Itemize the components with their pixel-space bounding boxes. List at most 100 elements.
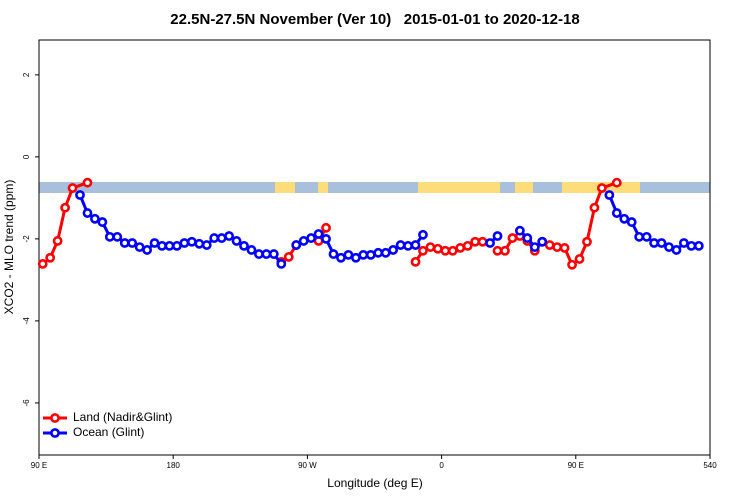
data-point — [410, 256, 421, 267]
data-point — [67, 183, 78, 193]
data-point — [611, 177, 622, 188]
data-point — [179, 238, 190, 248]
x-tick-label: 0 — [439, 461, 444, 470]
data-point — [403, 240, 413, 251]
data-point — [388, 245, 399, 255]
ocean-band — [39, 182, 710, 193]
legend-swatch-marker — [50, 413, 60, 423]
data-point — [418, 245, 428, 256]
data-point — [127, 238, 138, 248]
data-point — [112, 231, 123, 242]
data-point — [679, 238, 689, 248]
data-point — [582, 236, 592, 247]
y-tick-label: -4 — [22, 317, 31, 325]
legend-label: Ocean (Glint) — [73, 425, 144, 439]
plot-frame — [38, 39, 711, 456]
data-point — [164, 240, 175, 251]
legend: Land (Nadir&Glint)Ocean (Glint) — [43, 410, 172, 439]
data-point — [298, 236, 309, 246]
x-tick-label: 90 E — [568, 461, 584, 470]
data-point — [358, 249, 369, 260]
x-tick-label: 90 E — [31, 461, 47, 470]
x-tick-label: 180 — [167, 461, 181, 470]
data-point — [395, 240, 406, 250]
data-point — [60, 202, 70, 213]
data-point — [172, 240, 182, 251]
data-point — [261, 249, 272, 259]
data-point — [194, 238, 205, 249]
data-point — [365, 249, 376, 260]
x-tick-label: 90 W — [298, 461, 317, 470]
data-point — [186, 236, 197, 247]
data-point — [321, 233, 331, 244]
data-point — [216, 233, 227, 243]
data-point — [559, 243, 570, 253]
data-point — [134, 242, 145, 252]
data-point — [82, 177, 93, 188]
data-point — [611, 208, 622, 218]
data-point — [671, 245, 682, 255]
land-band — [318, 182, 328, 193]
data-point — [321, 222, 331, 233]
data-point — [157, 240, 167, 251]
data-point — [596, 183, 607, 193]
data-point — [552, 242, 563, 252]
data-point — [52, 236, 63, 246]
data-point — [455, 243, 466, 253]
data-point — [626, 217, 637, 227]
data-point — [82, 208, 93, 218]
data-point — [500, 245, 510, 256]
data-point — [90, 213, 100, 224]
data-point — [254, 249, 264, 259]
legend-label: Land (Nadir&Glint) — [73, 410, 172, 424]
land-band — [515, 182, 533, 193]
data-point — [37, 259, 48, 269]
data-point — [201, 240, 212, 250]
data-point — [492, 231, 503, 241]
data-point — [574, 254, 585, 264]
data-point — [328, 249, 339, 259]
data-point — [350, 252, 361, 263]
data-point — [514, 225, 525, 236]
chart-title: 22.5N-27.5N November (Ver 10) 2015-01-01… — [170, 11, 579, 28]
data-point — [104, 231, 115, 242]
data-point — [97, 217, 108, 227]
data-point — [149, 238, 160, 248]
data-point — [246, 245, 257, 255]
data-point — [462, 240, 473, 251]
data-point — [686, 240, 697, 251]
y-tick-label: -2 — [22, 235, 31, 243]
data-point — [142, 245, 153, 255]
data-point — [283, 252, 294, 262]
land-band — [275, 182, 295, 193]
data-point — [336, 252, 346, 263]
x-axis-label: Longitude (deg E) — [327, 476, 422, 490]
y-axis-label: XCO2 - MLO trend (ppm) — [2, 180, 16, 315]
data-point — [75, 190, 85, 200]
data-point — [343, 249, 354, 260]
data-point — [45, 252, 56, 263]
x-tick-label: 540 — [703, 461, 717, 470]
land-band — [418, 182, 500, 193]
data-point — [306, 233, 317, 243]
data-point — [373, 247, 384, 258]
data-point — [418, 229, 428, 240]
data-point — [209, 233, 220, 243]
data-point — [410, 240, 421, 250]
y-tick-label: -6 — [22, 399, 31, 407]
data-point — [693, 240, 704, 251]
data-point — [470, 236, 481, 247]
legend-swatch-marker — [50, 428, 60, 438]
data-point — [634, 231, 645, 242]
data-point — [664, 242, 674, 252]
data-point — [619, 213, 630, 224]
y-tick-label: 2 — [22, 72, 31, 77]
data-point — [649, 238, 659, 248]
data-point — [641, 231, 652, 242]
data-point — [589, 202, 600, 213]
data-point — [239, 240, 249, 251]
data-point — [313, 229, 324, 239]
data-point — [231, 236, 242, 246]
data-point — [604, 190, 615, 200]
